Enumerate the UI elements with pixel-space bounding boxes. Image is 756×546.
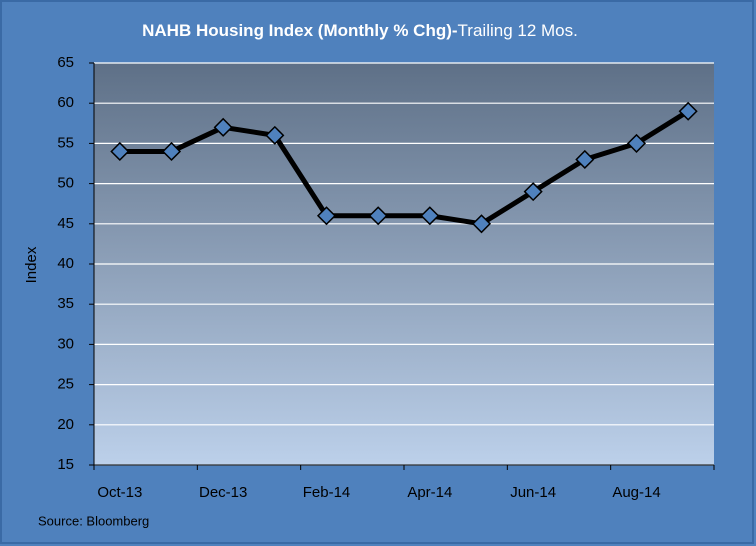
marker	[575, 149, 595, 170]
marker	[678, 101, 698, 121]
x-tick-label: Apr-14	[407, 484, 452, 501]
y-tick-label: 40	[57, 255, 74, 272]
x-tick-label: Feb-14	[303, 484, 351, 501]
y-tick-label: 65	[57, 54, 74, 71]
marker	[161, 141, 182, 161]
x-tick-label: Aug-14	[612, 484, 660, 501]
marker	[316, 206, 337, 226]
y-tick-label: 45	[57, 215, 74, 232]
source: Source: Bloomberg	[38, 513, 149, 528]
y-tick-label: 35	[57, 295, 74, 312]
x-tick-label: Jun-14	[510, 484, 556, 501]
title: NAHB Housing Index (Monthly % Chg)-	[142, 21, 457, 40]
y-tick-label: 55	[57, 134, 74, 151]
marker	[420, 206, 440, 226]
x-tick-label: Oct-13	[97, 484, 142, 501]
subtitle: Trailing 12 Mos.	[458, 21, 578, 40]
x-tick-label: Dec-13	[199, 484, 247, 501]
marker	[368, 206, 388, 226]
y-axis-label: Index	[23, 246, 40, 283]
y-tick-label: 50	[57, 175, 74, 192]
y-tick-label: 20	[57, 416, 74, 433]
marker	[471, 214, 492, 234]
y-tick-label: 25	[57, 376, 74, 393]
marker	[523, 182, 543, 202]
chart-title: NAHB Housing Index (Monthly % Chg)-Trail…	[142, 21, 578, 40]
marker	[626, 133, 647, 153]
y-tick-label: 15	[57, 456, 74, 473]
marker	[265, 125, 285, 145]
line	[119, 109, 690, 227]
marker	[213, 117, 233, 137]
marker	[110, 141, 130, 161]
y-tick-label: 30	[57, 335, 74, 352]
y-tick-label: 60	[57, 94, 74, 111]
